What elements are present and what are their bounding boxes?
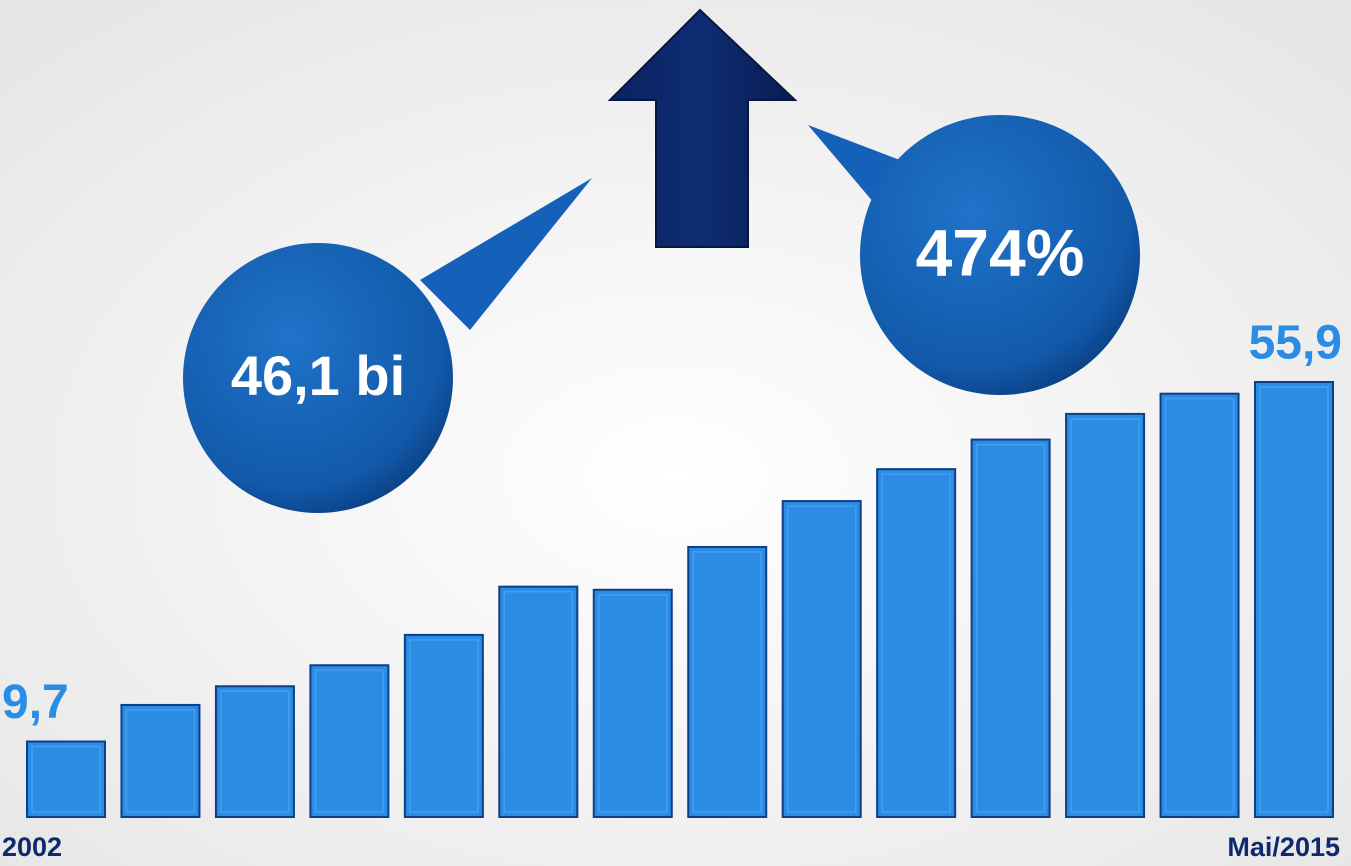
bar-bevel xyxy=(1259,386,1329,813)
bar-bevel xyxy=(786,505,857,813)
bar xyxy=(498,585,579,818)
bar-bevel xyxy=(881,473,951,813)
bar xyxy=(781,500,862,818)
bubble-right: 474% xyxy=(808,115,1140,395)
bar-bevel xyxy=(692,551,762,813)
bar xyxy=(1065,412,1146,818)
bar xyxy=(26,740,106,818)
bubble-left: 46,1 bi xyxy=(183,178,592,513)
bar xyxy=(309,664,390,818)
bar-bevel xyxy=(1070,418,1140,813)
annotation: 474% xyxy=(916,215,1085,289)
x-tick-label: Mai/2015 xyxy=(1227,832,1340,862)
up-arrow xyxy=(607,8,798,248)
bar xyxy=(592,588,673,819)
bar-bevel xyxy=(31,745,101,813)
bar-bevel xyxy=(220,690,290,813)
bar-bevel xyxy=(975,443,1046,813)
bar-bevel xyxy=(503,590,574,813)
bar-bevel xyxy=(409,639,479,813)
bar xyxy=(1254,381,1334,818)
bar-bevel xyxy=(598,594,668,813)
bar xyxy=(214,685,295,818)
bar xyxy=(403,633,484,818)
bar xyxy=(876,468,957,818)
bar-bevel xyxy=(314,669,385,813)
value-label: 9,7 xyxy=(2,676,69,729)
bar xyxy=(120,703,201,818)
bar xyxy=(970,438,1051,818)
bar xyxy=(687,545,768,818)
x-tick-label: 2002 xyxy=(2,832,62,862)
value-label: 55,9 xyxy=(1249,317,1342,370)
bar-bevel xyxy=(1164,397,1235,813)
bar-bevel xyxy=(125,709,196,813)
annotation: 46,1 bi xyxy=(231,344,405,407)
bar xyxy=(1159,392,1240,818)
